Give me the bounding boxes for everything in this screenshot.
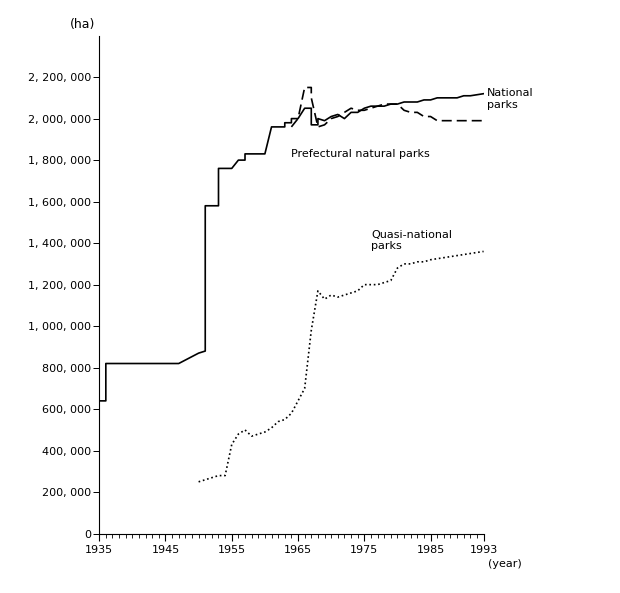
Text: Prefectural natural parks: Prefectural natural parks xyxy=(291,149,430,159)
Text: (year): (year) xyxy=(488,559,521,569)
Text: (ha): (ha) xyxy=(70,18,95,31)
Text: National
parks: National parks xyxy=(487,88,534,110)
Text: Quasi-national
parks: Quasi-national parks xyxy=(371,230,452,251)
